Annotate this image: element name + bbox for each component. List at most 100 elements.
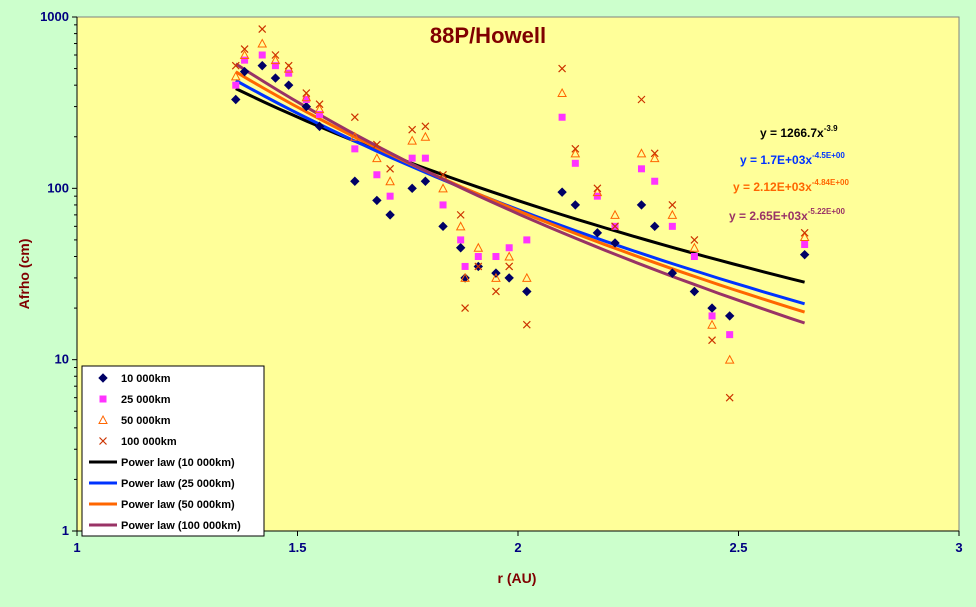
data-point (474, 253, 482, 261)
data-point (557, 187, 567, 197)
data-point (239, 66, 250, 77)
legend-label: Power law (25 000km) (121, 478, 235, 490)
data-point (593, 192, 601, 200)
data-point (689, 242, 700, 252)
data-point (231, 61, 240, 70)
fit-equation: y = 1.7E+03x-4.5E+00 (740, 151, 845, 167)
data-point (301, 101, 312, 112)
data-point (270, 73, 281, 83)
data-point (420, 176, 431, 186)
data-point (801, 241, 809, 249)
data-point (349, 131, 360, 141)
legend-marker (99, 437, 107, 445)
data-point (271, 62, 279, 70)
data-point (491, 272, 501, 282)
data-point (521, 272, 532, 282)
x-tick-label: 3 (955, 540, 962, 555)
data-point (667, 209, 678, 219)
data-point (800, 228, 809, 237)
data-point (651, 177, 659, 185)
data-point (610, 209, 620, 219)
data-point (504, 251, 515, 261)
fit-equation-exponent: -4.84E+00 (812, 178, 850, 187)
data-point (455, 221, 466, 231)
data-point (438, 221, 448, 232)
data-point (690, 235, 699, 244)
data-point (592, 228, 603, 238)
data-point (240, 45, 249, 53)
data-point (799, 231, 810, 241)
data-point (301, 92, 312, 102)
data-point (523, 236, 531, 244)
legend-label: 25 000km (121, 394, 171, 406)
legend-box (81, 365, 265, 537)
data-point (708, 336, 716, 345)
data-point (372, 153, 382, 163)
data-point (350, 176, 360, 186)
data-point (284, 61, 293, 70)
data-point (473, 242, 484, 252)
y-tick-label: 1 (62, 523, 69, 538)
data-point (724, 354, 735, 364)
data-point (707, 303, 717, 313)
data-point (258, 25, 267, 34)
fit-equation-base: y = 1.7E+03x (740, 153, 812, 167)
data-point (726, 331, 734, 339)
data-point (522, 320, 531, 329)
chart-title: 88P/Howell (430, 23, 546, 48)
data-point (456, 210, 465, 219)
data-point (668, 201, 677, 209)
legend-marker (98, 373, 108, 383)
data-point (690, 253, 698, 261)
fit-equation: y = 1266.7x-3.9 (760, 124, 838, 140)
fit-equation-base: y = 2.65E+03x (729, 209, 808, 223)
data-point (408, 125, 417, 134)
data-point (407, 183, 417, 194)
data-point (636, 148, 647, 158)
data-point (230, 71, 241, 81)
data-point (438, 183, 448, 193)
data-point (239, 49, 250, 60)
x-axis-label: r (AU) (498, 570, 537, 586)
data-point (650, 221, 660, 232)
fit-line (235, 70, 806, 314)
data-point (461, 304, 470, 313)
data-point (611, 222, 619, 231)
data-point (302, 89, 311, 97)
legend-label: Power law (50 000km) (121, 499, 235, 511)
data-point (571, 144, 580, 153)
data-point (316, 110, 324, 118)
fit-equation-exponent: -3.9 (824, 124, 838, 133)
data-point (372, 140, 381, 149)
fit-line (234, 62, 806, 325)
data-point (257, 60, 267, 71)
data-point (271, 51, 280, 59)
data-point (474, 262, 483, 271)
data-point (636, 200, 647, 210)
data-point (457, 236, 465, 244)
data-point (492, 287, 500, 296)
y-tick-label: 1000 (40, 9, 69, 24)
fit-equation-base: y = 2.12E+03x (733, 180, 812, 194)
data-point (386, 192, 394, 200)
data-point (351, 145, 359, 153)
legend: 10 000km 25 000km 50 000km 100 000km Power l… (81, 365, 265, 537)
data-point (372, 195, 382, 206)
data-point (689, 286, 700, 297)
data-point (571, 159, 579, 167)
data-point (460, 272, 470, 282)
fit-equation-exponent: -5.22E+00 (808, 207, 846, 216)
data-point (504, 273, 514, 283)
data-point (592, 187, 603, 197)
legend-label: 100 000km (121, 436, 177, 448)
data-point (707, 319, 717, 329)
legend-label: Power law (100 000km) (121, 520, 241, 532)
data-point (650, 149, 659, 158)
x-tick-label: 2 (514, 540, 521, 555)
data-point (315, 100, 324, 109)
data-point (558, 113, 566, 121)
data-point (283, 80, 294, 90)
data-point (386, 164, 395, 173)
data-point (668, 222, 676, 230)
